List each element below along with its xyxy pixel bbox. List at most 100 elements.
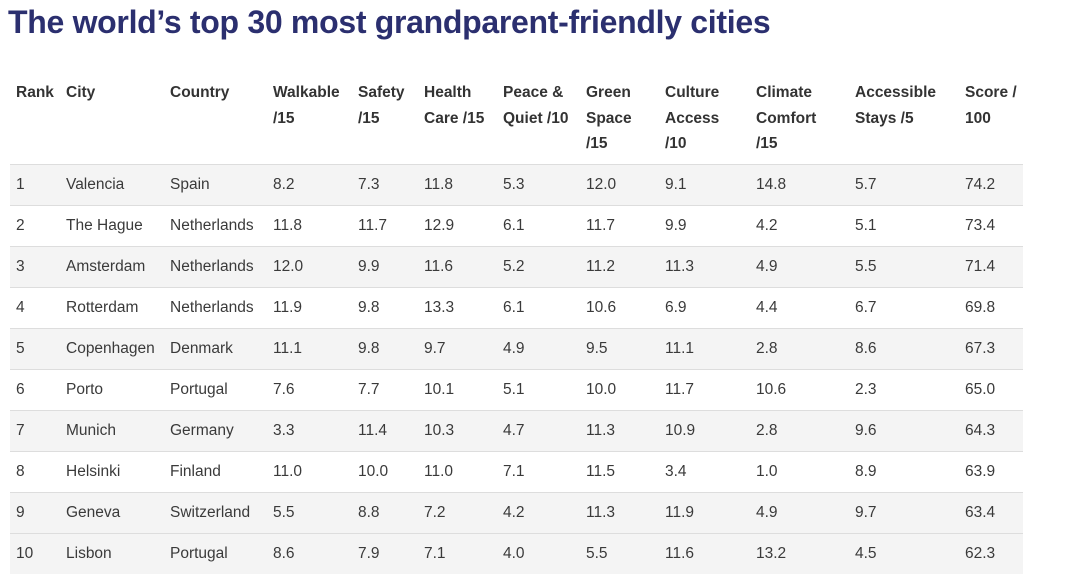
cell-green-space: 11.2 [580,246,659,288]
cell-accessible-stays: 5.7 [849,164,959,206]
cell-culture-access: 3.4 [659,451,750,493]
cell-city: Rotterdam [60,287,164,329]
cell-culture-access: 11.6 [659,533,750,574]
cell-climate-comfort: 4.9 [750,246,849,288]
table-row: 3 Amsterdam Netherlands 12.0 9.9 11.6 5.2 11.2 1… [10,246,1023,288]
header-peace-line2: Quiet /10 [503,109,569,127]
header-green-line2: Space [586,109,632,127]
cell-city: Munich [60,410,164,452]
header-peace-line1: Peace & [503,84,564,101]
header-culture-line3: /10 [665,135,687,152]
cell-safety: 8.8 [352,492,418,534]
header-climate-line3: /15 [756,135,778,152]
cell-city: Lisbon [60,533,164,574]
cell-peace-quiet: 7.1 [497,451,580,493]
cell-health-care: 10.1 [418,369,497,411]
cell-culture-access: 6.9 [659,287,750,329]
cell-safety: 11.4 [352,410,418,452]
header-city-label: City [66,84,96,101]
cell-peace-quiet: 4.2 [497,492,580,534]
header-safety-line2: /15 [358,109,380,127]
cell-health-care: 7.1 [418,533,497,574]
header-culture-access: Culture Access/10 [659,78,750,165]
cell-score: 64.3 [959,410,1023,452]
cell-walkable: 3.3 [267,410,352,452]
header-culture-line1: Culture [665,84,720,101]
cell-walkable: 11.0 [267,451,352,493]
table-body: 1 Valencia Spain 8.2 7.3 11.8 5.3 12.0 9.1 14.8 5.… [10,164,1023,574]
header-climate-line2: Comfort [756,109,817,127]
cell-culture-access: 11.1 [659,328,750,370]
cell-green-space: 11.3 [580,492,659,534]
header-culture-line2: Access [665,109,720,127]
cell-climate-comfort: 13.2 [750,533,849,574]
cell-score: 69.8 [959,287,1023,329]
cell-health-care: 11.6 [418,246,497,288]
cell-safety: 10.0 [352,451,418,493]
cell-score: 63.4 [959,492,1023,534]
header-score: Score / 100 [959,78,1023,165]
header-stays-line2: Stays /5 [855,109,914,127]
cell-accessible-stays: 4.5 [849,533,959,574]
cell-score: 63.9 [959,451,1023,493]
cell-peace-quiet: 4.9 [497,328,580,370]
cell-rank: 3 [10,246,60,288]
cell-country: Germany [164,410,267,452]
cell-city: The Hague [60,205,164,247]
cell-walkable: 5.5 [267,492,352,534]
header-score-line2: 100 [965,109,991,127]
cell-rank: 10 [10,533,60,574]
header-green-line1: Green [586,84,631,101]
header-walkable-line2: /15 [273,109,295,127]
cell-score: 74.2 [959,164,1023,206]
table-row: 2 The Hague Netherlands 11.8 11.7 12.9 6.1 11.7… [10,205,1023,247]
cell-peace-quiet: 6.1 [497,205,580,247]
table-row: 4 Rotterdam Netherlands 11.9 9.8 13.3 6.1 10.6 6… [10,287,1023,329]
cell-health-care: 9.7 [418,328,497,370]
header-rank-label: Rank [16,84,54,101]
table-row: 9 Geneva Switzerland 5.5 8.8 7.2 4.2 11.3 11.9 4.… [10,492,1023,534]
header-peace-quiet: Peace & Quiet /10 [497,78,580,165]
cell-country: Portugal [164,369,267,411]
cell-city: Geneva [60,492,164,534]
cell-city: Helsinki [60,451,164,493]
cell-walkable: 8.6 [267,533,352,574]
cell-score: 71.4 [959,246,1023,288]
cell-safety: 9.8 [352,287,418,329]
cell-health-care: 11.0 [418,451,497,493]
cell-city: Porto [60,369,164,411]
cell-rank: 5 [10,328,60,370]
cell-rank: 1 [10,164,60,206]
header-safety-line1: Safety [358,84,405,101]
cell-safety: 11.7 [352,205,418,247]
table-row: 7 Munich Germany 3.3 11.4 10.3 4.7 11.3 10.9 2.8 9… [10,410,1023,452]
cell-culture-access: 9.9 [659,205,750,247]
cell-country: Netherlands [164,287,267,329]
cell-walkable: 11.1 [267,328,352,370]
cell-safety: 7.3 [352,164,418,206]
cell-health-care: 11.8 [418,164,497,206]
cell-peace-quiet: 5.2 [497,246,580,288]
header-city: City [60,78,164,165]
header-climate-line1: Climate [756,84,812,101]
cell-green-space: 5.5 [580,533,659,574]
cell-city: Copenhagen [60,328,164,370]
cell-walkable: 8.2 [267,164,352,206]
cell-culture-access: 10.9 [659,410,750,452]
cell-culture-access: 9.1 [659,164,750,206]
cell-climate-comfort: 4.9 [750,492,849,534]
cell-score: 65.0 [959,369,1023,411]
cell-peace-quiet: 5.3 [497,164,580,206]
header-row: Rank City Country Walkable/15 Safety/15 … [10,78,1023,165]
cell-accessible-stays: 5.5 [849,246,959,288]
header-score-line1: Score / [965,84,1017,101]
cell-accessible-stays: 9.7 [849,492,959,534]
cell-safety: 7.7 [352,369,418,411]
page-title: The world’s top 30 most grandparent-frie… [8,4,771,40]
table-row: 6 Porto Portugal 7.6 7.7 10.1 5.1 10.0 11.7 10.6 2… [10,369,1023,411]
cell-country: Denmark [164,328,267,370]
cell-accessible-stays: 6.7 [849,287,959,329]
cell-accessible-stays: 8.6 [849,328,959,370]
cell-country: Switzerland [164,492,267,534]
cell-safety: 9.8 [352,328,418,370]
